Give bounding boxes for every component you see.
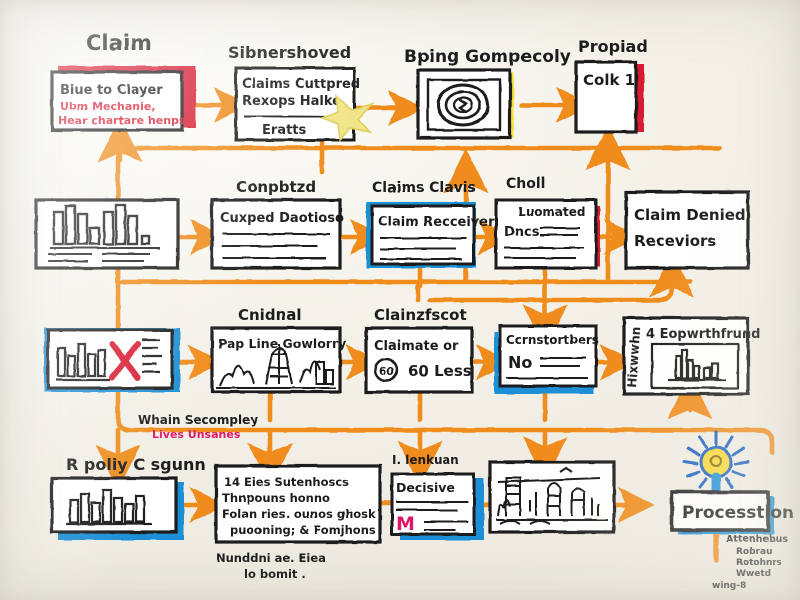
node-typing-company[interactable]: Bping Gompecoly xyxy=(404,47,571,140)
claim-line1: Biue to Clayer xyxy=(60,83,163,98)
files-line2: Thnpouns honno xyxy=(222,491,330,505)
processtion-caption: Processtion xyxy=(682,503,794,523)
node-chart-x[interactable] xyxy=(44,328,180,392)
contrbers-line2: No xyxy=(508,353,532,372)
chall-line2: Dncs xyxy=(504,225,540,240)
annotation-line1: Whain Secompley xyxy=(138,413,258,427)
computed-line1: Cuxped Daotioso xyxy=(220,211,344,226)
files-line3: Folan ries. ounos ghosk xyxy=(222,507,376,521)
node-chall-unomrated[interactable]: Choll Luomated Dncs xyxy=(494,176,600,270)
processtion-note1: Attenhebus xyxy=(726,534,788,545)
processtion-note5: wing-8 xyxy=(712,581,746,591)
node-cnidral-caption: Cnidnal xyxy=(238,306,302,324)
annotation-line2: Lives Unsanes xyxy=(152,428,241,441)
claim-denied-line2: Receviors xyxy=(634,232,716,250)
proposed-line1: Colk 1 xyxy=(583,71,635,89)
claim-line3: Hear chartare henps xyxy=(58,114,186,127)
submitted-line2: Rexops Halke xyxy=(242,94,341,109)
node-chall-caption: Choll xyxy=(506,176,545,192)
decision-caption: I. lenkuan xyxy=(392,453,459,467)
chart-left-card xyxy=(34,198,180,270)
node-processtion[interactable]: Processtion Attenhebus Robrau Rotohnrs W… xyxy=(670,430,794,591)
node-computed[interactable]: Conpbtzd Cuxped Daotioso xyxy=(210,178,344,270)
node-claimscot-caption: Clainzfscot xyxy=(374,306,467,324)
node-proposed[interactable]: Propiad Colk 1 xyxy=(574,37,648,134)
processtion-note4: Wwetd xyxy=(736,569,771,579)
node-claim-caption: Claim xyxy=(86,31,152,55)
contrbers-line1: Ccrnstortbers xyxy=(506,333,599,347)
decision-line1: Decisive xyxy=(396,480,455,495)
node-decision-doc[interactable]: I. lenkuan Decisive M xyxy=(390,453,484,540)
node-claims-claims[interactable]: Claims Clavis Claim Recceiver xyxy=(366,180,495,268)
node-chart-left-1[interactable] xyxy=(34,198,180,270)
node-proposed-caption: Propiad xyxy=(578,37,648,56)
node-cnidral[interactable]: Cnidnal Pap Line Gowlorry xyxy=(210,306,346,394)
node-submitted[interactable]: Sibnershoved Claims Cuttpred Rexops Halk… xyxy=(228,43,375,142)
claim-denied-line1: Claim Denied xyxy=(634,206,746,224)
processtion-note2: Robrau xyxy=(736,547,772,557)
claimscot-line1: Claimate or xyxy=(374,339,459,354)
node-policy-claim[interactable]: R poliy C sgunn xyxy=(50,455,206,540)
claimscot-line2: 60 Less xyxy=(408,362,472,380)
node-pipeline-sketch[interactable] xyxy=(488,460,616,534)
files-footnote1: Nunddni ae. Eiea xyxy=(216,551,326,565)
node-claims-caption: Claims Clavis xyxy=(372,180,476,196)
node-experthfound[interactable]: 4 Eopwrthfrund Hixwwhn xyxy=(622,316,760,396)
claim-denied-card xyxy=(624,190,750,270)
files-footnote2: lo bomit . xyxy=(244,567,306,581)
node-policy-caption: R poliy C sgunn xyxy=(66,455,206,474)
node-claim[interactable]: Claim Biue to Clayer Ubm Mechanie, Hear … xyxy=(50,31,196,132)
sun-burst-icon xyxy=(682,430,750,505)
node-contrbers[interactable]: Ccrnstortbers No xyxy=(494,324,599,394)
claims-line1: Claim Recceiver xyxy=(378,215,495,230)
decision-badge: M xyxy=(396,513,415,535)
node-files-statements[interactable]: 14 Eies Sutenhoscs Thnpouns honno Folan … xyxy=(214,464,382,581)
submitted-line1: Claims Cuttpred xyxy=(242,77,360,92)
processtion-note3: Rotohnrs xyxy=(736,558,782,568)
submitted-divider xyxy=(243,115,337,118)
bus-to-denied xyxy=(427,283,675,303)
files-line1: 14 Eies Sutenhoscs xyxy=(224,475,349,489)
bus-row3-right-turn xyxy=(757,427,775,455)
claim-line2: Ubm Mechanie, xyxy=(60,100,156,113)
annotation-mid-left: Whain Secompley Lives Unsanes xyxy=(138,413,258,441)
submitted-line3: Eratts xyxy=(262,123,306,138)
node-submitted-caption: Sibnershoved xyxy=(228,43,351,62)
files-line4: puooning; & Fomjhons xyxy=(230,523,376,537)
expert-caption: 4 Eopwrthfrund xyxy=(646,327,760,342)
claimscot-badge-text: 60 xyxy=(379,365,395,378)
node-computed-caption: Conpbtzd xyxy=(236,178,316,196)
chall-line1: Luomated xyxy=(518,205,586,219)
node-company-caption: Bping Gompecoly xyxy=(404,47,571,67)
node-claim-denied[interactable]: Claim Denied Receviors xyxy=(624,190,750,270)
node-claimscot[interactable]: Clainzfscot Claimate or 60 Less 60 xyxy=(364,306,474,394)
